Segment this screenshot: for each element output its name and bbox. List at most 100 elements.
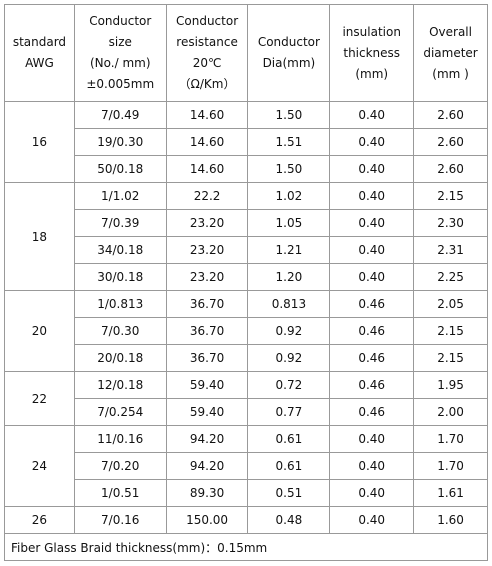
- data-cell: 0.40: [329, 236, 415, 264]
- data-cell: 59.40: [165, 398, 249, 426]
- awg-cell: 20: [4, 290, 75, 372]
- data-cell: 36.70: [165, 344, 249, 372]
- data-row: 50/0.18 14.60 1.50 0.40 2.60: [5, 155, 488, 183]
- data-cell: 1.51: [247, 128, 331, 156]
- awg-cell: 26: [4, 506, 75, 534]
- header-line: (mm): [355, 66, 389, 81]
- data-row: 30/0.18 23.20 1.20 0.40 2.25: [5, 263, 488, 291]
- spec-table: standard AWG Conductor size (No./ mm) ±0.005m…: [4, 4, 488, 561]
- data-cell: 0.46: [329, 290, 415, 318]
- header-row: standard AWG Conductor size (No./ mm) ±0.005m…: [4, 4, 488, 102]
- data-row: 16 7/0.49 14.60 1.50 0.40 2.60: [4, 101, 488, 183]
- data-row: 24 11/0.16 94.20 0.61 0.40 1.70: [4, 425, 488, 507]
- data-cell: 0.92: [247, 317, 331, 345]
- header-line: Overall: [429, 24, 472, 39]
- header-line: Conductor: [176, 14, 239, 28]
- data-cell: 2.15: [413, 182, 488, 210]
- data-cell: 30/0.18: [73, 263, 167, 291]
- data-cell: 2.60: [413, 101, 488, 129]
- data-cell: 0.61: [247, 452, 331, 480]
- data-cell: 2.30: [413, 209, 488, 237]
- data-cell: 23.20: [165, 236, 249, 264]
- data-cell: 89.30: [165, 479, 249, 507]
- data-cell: 0.40: [329, 209, 415, 237]
- data-cell: 2.60: [413, 155, 488, 183]
- data-cell: 50/0.18: [73, 155, 167, 183]
- data-row: 18 1/1.02 22.2 1.02 0.40 2.15: [4, 182, 488, 291]
- data-cell: 14.60: [165, 101, 249, 129]
- data-cell: 0.40: [329, 479, 415, 507]
- header-line: AWG: [25, 56, 54, 70]
- header-line: Dia(mm): [262, 56, 316, 70]
- header-line: (No./ mm): [89, 56, 151, 70]
- data-cell: 2.15: [413, 317, 488, 345]
- header-line: ±0.005mm: [86, 77, 155, 91]
- header-line: insulation: [342, 24, 401, 39]
- data-cell: 0.48: [247, 506, 331, 534]
- data-cell: 34/0.18: [73, 236, 167, 264]
- data-cell: 7/0.30: [73, 317, 167, 345]
- data-cell: 0.92: [247, 344, 331, 372]
- data-cell: 0.40: [329, 506, 415, 534]
- data-cell: 14.60: [165, 155, 249, 183]
- data-cell: 1.60: [413, 506, 488, 534]
- header-cell: Conductor resistance 20℃ （Ω/Km）: [165, 4, 249, 102]
- data-row: 1/0.51 89.30 0.51 0.40 1.61: [5, 479, 488, 507]
- awg-cell: 16: [4, 101, 75, 183]
- data-cell: 14.60: [165, 128, 249, 156]
- data-cell: 59.40: [165, 371, 249, 399]
- header-line: thickness: [343, 45, 401, 60]
- header-cell: standard AWG: [4, 4, 75, 102]
- data-cell: 1.02: [247, 182, 331, 210]
- header-cell: Conductor Dia(mm): [247, 4, 331, 102]
- header-cell: insulation thickness (mm): [329, 4, 415, 102]
- header-line: size: [108, 35, 132, 49]
- data-cell: 0.46: [329, 344, 415, 372]
- data-cell: 2.00: [413, 398, 488, 426]
- data-cell: 7/0.16: [73, 506, 167, 534]
- data-cell: 0.40: [329, 101, 415, 129]
- data-cell: 1.61: [413, 479, 488, 507]
- header-line: resistance: [176, 35, 238, 49]
- data-row: 22 12/0.18 59.40 0.72 0.46 1.95: [4, 371, 488, 426]
- header-line: standard: [12, 35, 67, 49]
- data-cell: 0.813: [247, 290, 331, 318]
- data-cell: 2.60: [413, 128, 488, 156]
- data-cell: 0.40: [329, 425, 415, 453]
- data-cell: 0.40: [329, 452, 415, 480]
- data-row: 20 1/0.813 36.70 0.813 0.46 2.05: [4, 290, 488, 372]
- data-cell: 1/0.51: [73, 479, 167, 507]
- data-cell: 19/0.30: [73, 128, 167, 156]
- data-row: 34/0.18 23.20 1.21 0.40 2.31: [5, 236, 488, 264]
- data-cell: 94.20: [165, 452, 249, 480]
- header-line: 20℃: [192, 56, 222, 70]
- data-cell: 1/1.02: [73, 182, 167, 210]
- awg-cell: 22: [4, 371, 75, 426]
- header-cell: Conductor size (No./ mm) ±0.005mm: [73, 4, 167, 102]
- header-line: （Ω/Km）: [178, 77, 236, 91]
- data-cell: 0.51: [247, 479, 331, 507]
- awg-cell: 24: [4, 425, 75, 507]
- data-cell: 1.95: [413, 371, 488, 399]
- header-line: Conductor: [89, 14, 152, 28]
- data-cell: 36.70: [165, 317, 249, 345]
- data-cell: 36.70: [165, 290, 249, 318]
- data-row: 7/0.20 94.20 0.61 0.40 1.70: [5, 452, 488, 480]
- data-cell: 22.2: [165, 182, 249, 210]
- data-cell: 0.40: [329, 182, 415, 210]
- data-cell: 7/0.254: [73, 398, 167, 426]
- data-row: 20/0.18 36.70 0.92 0.46 2.15: [5, 344, 488, 372]
- data-row: 7/0.254 59.40 0.77 0.46 2.00: [5, 398, 488, 426]
- header-line: diameter: [423, 45, 478, 60]
- data-cell: 1.05: [247, 209, 331, 237]
- header-line: Conductor: [257, 35, 320, 49]
- data-cell: 150.00: [165, 506, 249, 534]
- data-cell: 0.77: [247, 398, 331, 426]
- data-cell: 2.31: [413, 236, 488, 264]
- data-cell: 0.72: [247, 371, 331, 399]
- data-cell: 0.40: [329, 128, 415, 156]
- data-row: 26 7/0.16 150.00 0.48 0.40 1.60: [4, 506, 488, 534]
- data-cell: 23.20: [165, 263, 249, 291]
- data-cell: 1.21: [247, 236, 331, 264]
